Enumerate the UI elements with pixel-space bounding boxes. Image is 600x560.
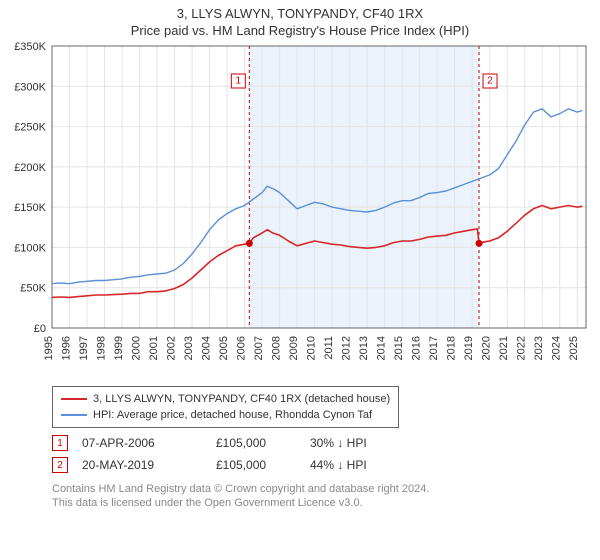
svg-text:£100K: £100K [14, 242, 46, 254]
svg-text:2014: 2014 [376, 336, 388, 360]
svg-text:2009: 2009 [288, 336, 300, 360]
legend-entry: 3, LLYS ALWYN, TONYPANDY, CF40 1RX (deta… [61, 391, 390, 407]
svg-text:2007: 2007 [253, 336, 265, 360]
svg-text:£250K: £250K [14, 122, 46, 134]
footer-line-2: This data is licensed under the Open Gov… [52, 496, 429, 510]
svg-text:2017: 2017 [428, 336, 440, 360]
svg-text:2013: 2013 [358, 336, 370, 360]
sale-diff-vs-hpi: 30% ↓ HPI [310, 436, 410, 450]
svg-text:2015: 2015 [393, 336, 405, 360]
svg-text:1: 1 [236, 76, 242, 87]
footer-line-1: Contains HM Land Registry data © Crown c… [52, 482, 429, 496]
legend-label: 3, LLYS ALWYN, TONYPANDY, CF40 1RX (deta… [93, 391, 390, 407]
chart-title-address: 3, LLYS ALWYN, TONYPANDY, CF40 1RX [0, 6, 600, 21]
svg-text:2003: 2003 [183, 336, 195, 360]
svg-text:2002: 2002 [166, 336, 178, 360]
sale-row: 2 20-MAY-2019 £105,000 44% ↓ HPI [52, 456, 410, 474]
svg-text:£350K: £350K [14, 42, 46, 53]
line-chart-svg: £0 £50K £100K £150K £200K £250K £300K £350K 1995… [0, 42, 600, 372]
svg-text:2025: 2025 [568, 336, 580, 360]
svg-text:2004: 2004 [201, 336, 213, 360]
svg-text:2021: 2021 [498, 336, 510, 360]
svg-text:1996: 1996 [61, 336, 73, 360]
sale-price: £105,000 [216, 436, 296, 450]
sale-marker: 2 [52, 457, 68, 473]
svg-text:2020: 2020 [481, 336, 493, 360]
svg-text:2012: 2012 [341, 336, 353, 360]
sale-date: 07-APR-2006 [82, 436, 202, 450]
chart-title-sub: Price paid vs. HM Land Registry's House … [0, 23, 600, 38]
plot-area: £0 £50K £100K £150K £200K £250K £300K £350K 1995… [0, 42, 600, 372]
svg-text:1998: 1998 [96, 336, 108, 360]
svg-text:2006: 2006 [236, 336, 248, 360]
sale-marker: 1 [52, 435, 68, 451]
legend-entry: HPI: Average price, detached house, Rhon… [61, 407, 390, 423]
svg-text:1997: 1997 [78, 336, 90, 360]
svg-text:2016: 2016 [411, 336, 423, 360]
svg-text:2019: 2019 [463, 336, 475, 360]
svg-text:2: 2 [487, 76, 493, 87]
sale-price: £105,000 [216, 458, 296, 472]
svg-text:2010: 2010 [306, 336, 318, 360]
sale-date: 20-MAY-2019 [82, 458, 202, 472]
sales-table: 1 07-APR-2006 £105,000 30% ↓ HPI 2 20-MAY-201… [52, 434, 410, 478]
svg-text:1995: 1995 [43, 336, 55, 360]
svg-text:2008: 2008 [271, 336, 283, 360]
svg-text:£50K: £50K [20, 283, 46, 295]
svg-text:£0: £0 [34, 323, 46, 335]
svg-text:£300K: £300K [14, 81, 46, 93]
svg-text:2000: 2000 [131, 336, 143, 360]
sale-row: 1 07-APR-2006 £105,000 30% ↓ HPI [52, 434, 410, 452]
svg-text:£200K: £200K [14, 162, 46, 174]
legend-swatch [61, 414, 87, 416]
svg-text:2001: 2001 [148, 336, 160, 360]
svg-text:1999: 1999 [113, 336, 125, 360]
legend: 3, LLYS ALWYN, TONYPANDY, CF40 1RX (deta… [52, 386, 399, 428]
svg-text:2023: 2023 [533, 336, 545, 360]
svg-text:£150K: £150K [14, 202, 46, 214]
svg-text:2018: 2018 [446, 336, 458, 360]
sale-diff-vs-hpi: 44% ↓ HPI [310, 458, 410, 472]
svg-text:2005: 2005 [218, 336, 230, 360]
svg-text:2024: 2024 [551, 336, 563, 360]
svg-text:2011: 2011 [323, 336, 335, 360]
svg-text:2022: 2022 [516, 336, 528, 360]
footer-attribution: Contains HM Land Registry data © Crown c… [52, 482, 429, 510]
legend-label: HPI: Average price, detached house, Rhon… [93, 407, 372, 423]
legend-swatch [61, 398, 87, 400]
